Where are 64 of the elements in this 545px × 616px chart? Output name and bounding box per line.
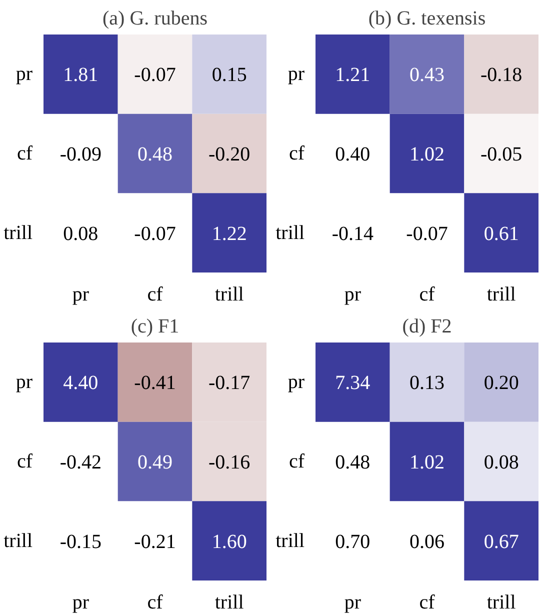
- x-tick-label: cf: [419, 284, 436, 306]
- text: 0.48: [335, 452, 370, 474]
- data-label: -0.18: [480, 64, 522, 86]
- x-tick-label: pr: [344, 284, 362, 306]
- chart-title: (b) G. texensis: [368, 8, 486, 30]
- chart-title: (d) F2: [402, 316, 452, 338]
- data-label: 1.60: [212, 530, 247, 553]
- data-label: 0.48: [138, 144, 172, 166]
- x-tick-label: cf: [419, 592, 436, 614]
- chart-title: (a) G. rubens: [102, 8, 208, 30]
- x-tick-label: trill: [214, 592, 244, 614]
- x-tick-label: cf: [147, 284, 164, 306]
- x-tick-label: trill: [214, 284, 244, 306]
- data-label: -0.20: [208, 144, 250, 166]
- y-tick-label: trill: [4, 222, 33, 244]
- data-label: 0.08: [484, 452, 519, 474]
- y-tick-label: cf: [288, 142, 305, 164]
- data-label: -0.17: [208, 372, 250, 394]
- text: -0.09: [60, 144, 102, 166]
- text: -0.42: [60, 452, 102, 474]
- y-tick-label: cf: [16, 142, 33, 164]
- y-tick-label: trill: [276, 222, 305, 244]
- data-label: 7.34: [335, 372, 370, 394]
- data-label: 0.13: [410, 372, 444, 394]
- data-label: 4.40: [63, 372, 98, 394]
- text: -0.14: [332, 222, 374, 245]
- data-label: -0.07: [134, 64, 176, 86]
- x-tick-label: pr: [344, 592, 362, 614]
- y-tick-label: trill: [4, 530, 33, 552]
- text: 0.06: [410, 530, 444, 553]
- data-label: 1.22: [212, 222, 247, 245]
- data-label: -0.41: [134, 372, 176, 394]
- data-label: 0.43: [410, 64, 444, 86]
- text: -0.15: [60, 530, 102, 553]
- text: 0.08: [63, 222, 98, 245]
- data-label: 0.61: [484, 222, 519, 245]
- data-label: 1.02: [410, 144, 444, 166]
- text: -0.07: [406, 222, 448, 245]
- y-tick-label: pr: [288, 371, 305, 394]
- y-tick-label: trill: [276, 530, 305, 552]
- text: -0.21: [134, 530, 176, 553]
- x-tick-label: cf: [147, 592, 164, 614]
- data-label: 1.02: [410, 452, 444, 474]
- x-tick-label: pr: [72, 592, 90, 614]
- text: -0.07: [134, 222, 176, 245]
- data-label: 0.20: [484, 372, 519, 394]
- text: 0.40: [335, 144, 370, 166]
- text: 0.70: [335, 530, 370, 553]
- data-label: 0.49: [138, 452, 172, 474]
- y-tick-label: pr: [16, 371, 33, 394]
- x-tick-label: trill: [486, 284, 516, 306]
- data-label: 1.81: [63, 64, 98, 86]
- y-tick-label: cf: [288, 450, 305, 472]
- data-label: -0.16: [208, 452, 250, 474]
- data-label: 0.67: [484, 530, 519, 553]
- x-tick-label: pr: [72, 284, 90, 306]
- x-tick-label: trill: [486, 592, 516, 614]
- y-tick-label: cf: [16, 450, 33, 472]
- data-label: 0.15: [212, 64, 247, 86]
- chart-title: (c) F1: [130, 316, 180, 338]
- data-label: -0.05: [480, 144, 522, 166]
- y-tick-label: pr: [288, 63, 305, 86]
- data-label: 1.21: [335, 64, 370, 86]
- y-tick-label: pr: [16, 63, 33, 86]
